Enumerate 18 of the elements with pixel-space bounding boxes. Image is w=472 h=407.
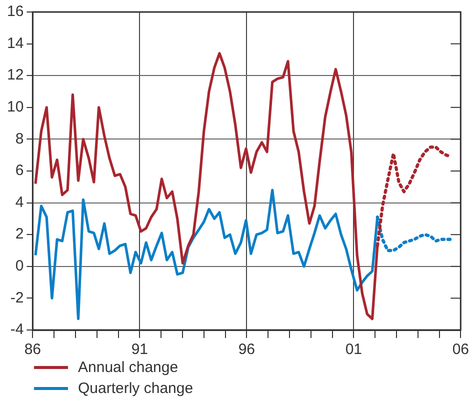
- x-tick-label: 96: [238, 341, 256, 358]
- y-tick-label: 8: [15, 130, 24, 148]
- y-tick-label: 10: [6, 98, 24, 116]
- x-tick-label: 86: [24, 341, 42, 358]
- y-tick-label: 0: [15, 258, 24, 275]
- y-tick-label: 4: [15, 194, 24, 211]
- x-tick-label: 01: [345, 341, 362, 358]
- y-tick-label: 12: [6, 66, 24, 84]
- y-tick-label: -4: [10, 321, 24, 338]
- legend-label: Annual change: [78, 358, 178, 377]
- legend-label: Quarterly change: [78, 379, 194, 398]
- y-tick-label: 6: [15, 162, 24, 180]
- x-tick-label: 91: [131, 341, 148, 358]
- y-tick-label: 2: [15, 226, 24, 243]
- y-tick-label: 16: [6, 3, 24, 20]
- y-tick-label: -2: [10, 289, 24, 306]
- y-tick-label: 14: [6, 34, 24, 52]
- x-tick-label: 06: [452, 341, 469, 358]
